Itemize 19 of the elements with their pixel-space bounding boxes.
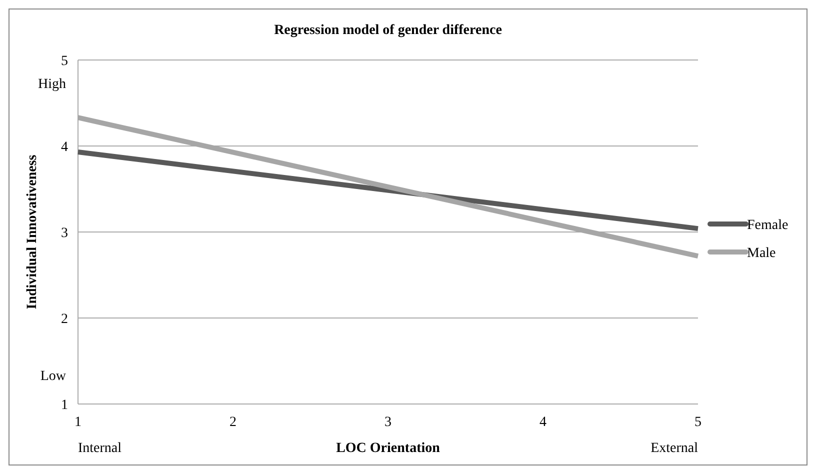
legend-label: Female	[747, 218, 788, 233]
x-tick-label: 5	[694, 415, 702, 430]
text: Low	[40, 369, 67, 384]
x-tick-label: 3	[384, 415, 392, 430]
y-tick-label: 1	[61, 398, 68, 413]
x-tick-label: 1	[74, 415, 82, 430]
y-tick-label: 4	[61, 140, 68, 155]
x-tick-label: 2	[230, 415, 236, 430]
text: Internal	[78, 441, 122, 456]
y-axis-title: Individual Innovativeness	[25, 154, 40, 310]
chart-title: Regression model of gender difference	[274, 23, 502, 38]
text: High	[38, 77, 66, 92]
y-tick-label: 3	[61, 226, 68, 241]
x-axis-title: LOC Orientation	[336, 441, 440, 456]
text: External	[650, 441, 698, 456]
y-tick-label: 5	[61, 54, 68, 69]
y-tick-label: 2	[61, 312, 68, 327]
x-tick-label: 4	[540, 415, 546, 430]
legend-label: Male	[747, 246, 776, 261]
